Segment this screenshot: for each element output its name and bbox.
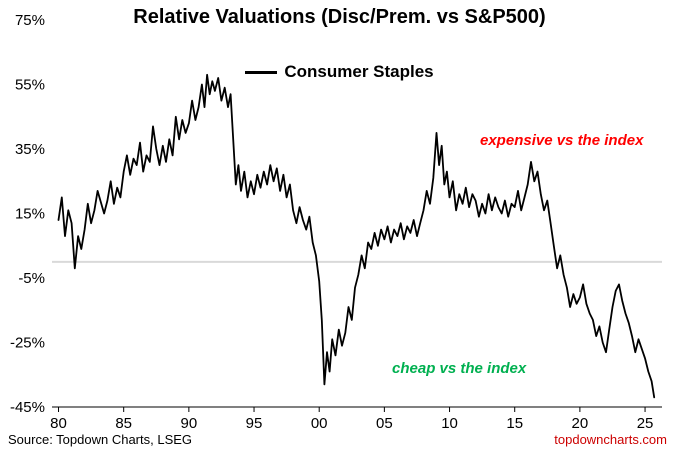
x-tick-label: 10 bbox=[441, 415, 458, 432]
x-tick-label: 85 bbox=[115, 415, 132, 432]
x-tick-label: 15 bbox=[506, 415, 523, 432]
legend: Consumer Staples bbox=[0, 62, 679, 82]
y-tick-label: 15% bbox=[15, 206, 45, 223]
source-credit: Source: Topdown Charts, LSEG bbox=[8, 432, 193, 447]
y-tick-label: 75% bbox=[15, 12, 45, 29]
y-tick-label: -45% bbox=[10, 399, 45, 416]
x-tick-label: 20 bbox=[572, 415, 589, 432]
x-tick-label: 25 bbox=[637, 415, 654, 432]
y-tick-label: 55% bbox=[15, 77, 45, 94]
legend-label: Consumer Staples bbox=[284, 62, 434, 81]
y-tick-label: 35% bbox=[15, 141, 45, 158]
y-tick-label: -5% bbox=[18, 270, 45, 287]
series-line-consumer-staples bbox=[57, 73, 656, 399]
x-tick-label: 80 bbox=[50, 415, 67, 432]
x-tick-label: 05 bbox=[376, 415, 393, 432]
annotation-cheap: cheap vs the index bbox=[392, 360, 527, 377]
website-credit: topdowncharts.com bbox=[554, 432, 667, 447]
x-tick-label: 95 bbox=[246, 415, 263, 432]
chart-title: Relative Valuations (Disc/Prem. vs S&P50… bbox=[133, 6, 546, 28]
annotation-expensive: expensive vs the index bbox=[480, 132, 644, 149]
legend-line-swatch bbox=[245, 70, 278, 74]
x-tick-label: 00 bbox=[311, 415, 328, 432]
y-tick-label: -25% bbox=[10, 335, 45, 352]
x-tick-label: 90 bbox=[181, 415, 198, 432]
